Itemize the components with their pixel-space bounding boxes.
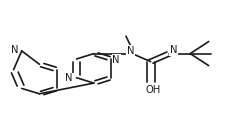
Text: N: N bbox=[127, 46, 135, 56]
Text: N: N bbox=[170, 45, 177, 55]
Text: N: N bbox=[11, 45, 19, 55]
Text: N: N bbox=[112, 55, 120, 65]
Text: OH: OH bbox=[145, 85, 161, 94]
Text: N: N bbox=[65, 73, 73, 83]
